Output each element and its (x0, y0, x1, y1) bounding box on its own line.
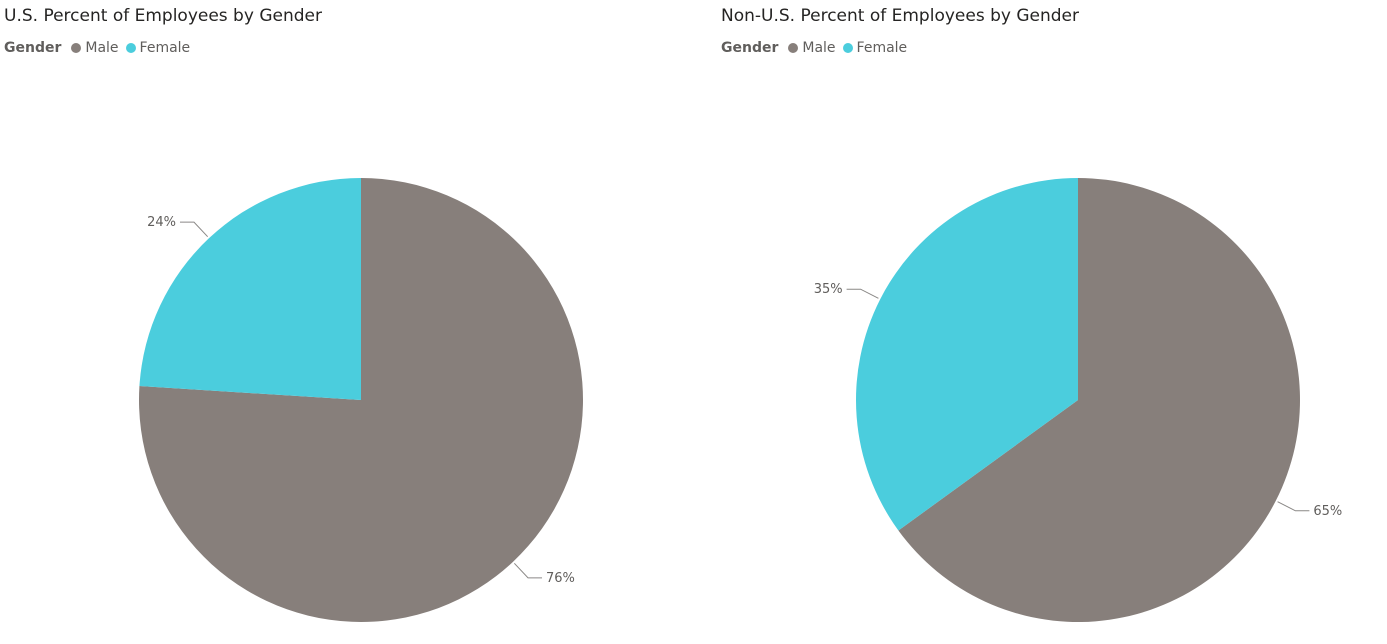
legend-label-male: Male (802, 40, 836, 56)
non-us-gender-chart: Non-U.S. Percent of Employees by Gender … (717, 0, 1387, 644)
pie-chart: 76% 24% (138, 178, 583, 622)
legend: Gender Male Female (721, 40, 914, 56)
pie-slice-female[interactable] (856, 178, 1078, 531)
data-label-female: 24% (147, 215, 176, 230)
pie-slice-female[interactable] (139, 178, 361, 400)
data-label-male: 65% (1313, 504, 1342, 519)
legend-item-male[interactable]: Male (788, 40, 836, 56)
legend-label-male: Male (85, 40, 119, 56)
legend-swatch-female (125, 43, 136, 53)
chart-title: U.S. Percent of Employees by Gender (4, 6, 322, 26)
pie-chart: 65% 35% (814, 178, 1342, 622)
legend-swatch-male (788, 43, 799, 53)
legend-swatch-female (842, 43, 853, 53)
legend-item-female[interactable]: Female (125, 40, 191, 56)
leader-line-female (179, 221, 209, 238)
us-gender-chart: U.S. Percent of Employees by Gender Gend… (0, 0, 690, 644)
leader-line-male (1277, 501, 1310, 512)
legend-label-female: Female (856, 40, 908, 56)
pie-slice-male[interactable] (898, 178, 1300, 622)
legend: Gender Male Female (4, 40, 197, 56)
legend-label-female: Female (139, 40, 191, 56)
legend-title: Gender (4, 40, 62, 56)
data-label-female: 35% (814, 282, 843, 297)
legend-title: Gender (721, 40, 779, 56)
legend-swatch-male (71, 43, 82, 53)
chart-title: Non-U.S. Percent of Employees by Gender (721, 6, 1079, 26)
leader-line-male (513, 562, 543, 579)
leader-line-female (846, 288, 879, 299)
data-label-male: 76% (546, 571, 575, 586)
legend-item-male[interactable]: Male (71, 40, 119, 56)
legend-item-female[interactable]: Female (842, 40, 908, 56)
